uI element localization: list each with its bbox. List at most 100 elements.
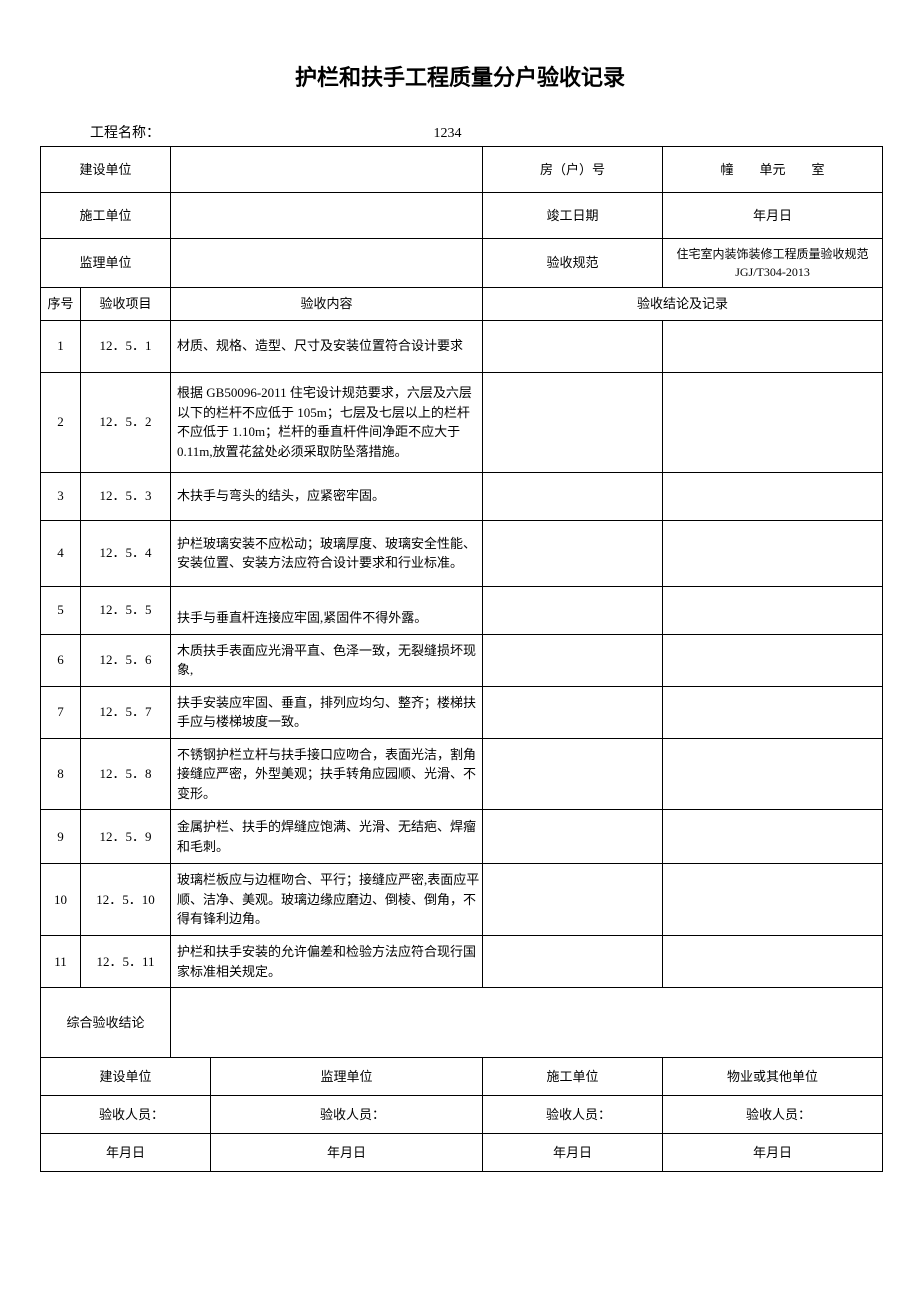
row-result-a <box>483 320 663 372</box>
table-row: 1 12．5．1 材质、规格、造型、尺寸及安装位置符合设计要求 <box>41 320 883 372</box>
row-result-b <box>663 936 883 988</box>
row-content: 根据 GB50096-2011 住宅设计规范要求，六层及六层以下的栏杆不应低于 … <box>171 372 483 472</box>
sig-super-person: 验收人员： <box>211 1096 483 1134</box>
row-result-b <box>663 586 883 634</box>
row-content: 木质扶手表面应光滑平直、色泽一致，无裂缝损坏现象, <box>171 634 483 686</box>
row-content: 护栏和扶手安装的允许偏差和检验方法应符合现行国家标准相关规定。 <box>171 936 483 988</box>
row-result-a <box>483 810 663 864</box>
label-const-unit: 施工单位 <box>41 193 171 239</box>
row-item: 12．5．4 <box>81 520 171 586</box>
row-no: 5 <box>41 586 81 634</box>
row-no: 8 <box>41 738 81 810</box>
row-item: 12．5．11 <box>81 936 171 988</box>
row-content: 护栏玻璃安装不应松动；玻璃厚度、玻璃安全性能、安装位置、安装方法应符合设计要求和… <box>171 520 483 586</box>
table-row: 7 12．5．7 扶手安装应牢固、垂直，排列应均匀、整齐；楼梯扶手应与楼梯坡度一… <box>41 686 883 738</box>
row-no: 4 <box>41 520 81 586</box>
label-complete-date: 竣工日期 <box>483 193 663 239</box>
row-result-b <box>663 372 883 472</box>
table-row: 9 12．5．9 金属护栏、扶手的焊缝应饱满、光滑、无结疤、焊瘤和毛刺。 <box>41 810 883 864</box>
row-result-b <box>663 634 883 686</box>
row-no: 9 <box>41 810 81 864</box>
label-room: 房（户）号 <box>483 147 663 193</box>
row-item: 12．5．9 <box>81 810 171 864</box>
value-standard: 住宅室内装饰装修工程质量验收规范 JGJ/T304-2013 <box>663 239 883 288</box>
sig-other-label: 物业或其他单位 <box>663 1058 883 1096</box>
row-item: 12．5．2 <box>81 372 171 472</box>
row-no: 7 <box>41 686 81 738</box>
row-no: 2 <box>41 372 81 472</box>
row-content: 扶手与垂直杆连接应牢固,紧固件不得外露。 <box>171 586 483 634</box>
sig-dev-person: 验收人员： <box>41 1096 211 1134</box>
row-result-a <box>483 472 663 520</box>
value-super-unit <box>171 239 483 288</box>
table-row: 10 12．5．10 玻璃栏板应与边框吻合、平行；接缝应严密,表面应平顺、洁净、… <box>41 864 883 936</box>
project-line: 工程名称： 1234 <box>40 122 880 142</box>
label-super-unit: 监理单位 <box>41 239 171 288</box>
table-row: 8 12．5．8 不锈钢护栏立杆与扶手接口应吻合，表面光洁，割角接缝应严密，外型… <box>41 738 883 810</box>
row-content: 扶手安装应牢固、垂直，排列应均匀、整齐；楼梯扶手应与楼梯坡度一致。 <box>171 686 483 738</box>
inspection-table: 建设单位 房（户）号 幢 单元 室 施工单位 竣工日期 年月日 监理单位 验收规… <box>40 146 883 1172</box>
row-result-a <box>483 586 663 634</box>
row-no: 11 <box>41 936 81 988</box>
project-label: 工程名称： <box>90 122 430 142</box>
table-row: 2 12．5．2 根据 GB50096-2011 住宅设计规范要求，六层及六层以… <box>41 372 883 472</box>
row-result-a <box>483 686 663 738</box>
sig-super-label: 监理单位 <box>211 1058 483 1096</box>
table-row: 5 12．5．5 扶手与垂直杆连接应牢固,紧固件不得外露。 <box>41 586 883 634</box>
sig-const-person: 验收人员： <box>483 1096 663 1134</box>
row-item: 12．5．10 <box>81 864 171 936</box>
project-code: 1234 <box>434 126 462 141</box>
col-content: 验收内容 <box>171 288 483 321</box>
row-result-b <box>663 520 883 586</box>
row-result-a <box>483 936 663 988</box>
value-room: 幢 单元 室 <box>663 147 883 193</box>
row-item: 12．5．3 <box>81 472 171 520</box>
row-content: 不锈钢护栏立杆与扶手接口应吻合，表面光洁，割角接缝应严密，外型美观；扶手转角应园… <box>171 738 483 810</box>
row-item: 12．5．1 <box>81 320 171 372</box>
row-result-a <box>483 738 663 810</box>
row-result-b <box>663 472 883 520</box>
row-no: 10 <box>41 864 81 936</box>
row-result-a <box>483 372 663 472</box>
value-complete-date: 年月日 <box>663 193 883 239</box>
sig-const-label: 施工单位 <box>483 1058 663 1096</box>
row-content: 金属护栏、扶手的焊缝应饱满、光滑、无结疤、焊瘤和毛刺。 <box>171 810 483 864</box>
document-title: 护栏和扶手工程质量分户验收记录 <box>40 60 880 92</box>
row-content: 玻璃栏板应与边框吻合、平行；接缝应严密,表面应平顺、洁净、美观。玻璃边缘应磨边、… <box>171 864 483 936</box>
conclusion-value <box>171 988 883 1058</box>
sig-const-date: 年月日 <box>483 1134 663 1172</box>
label-standard: 验收规范 <box>483 239 663 288</box>
row-result-b <box>663 686 883 738</box>
value-dev-unit <box>171 147 483 193</box>
table-row: 11 12．5．11 护栏和扶手安装的允许偏差和检验方法应符合现行国家标准相关规… <box>41 936 883 988</box>
row-result-b <box>663 864 883 936</box>
row-result-b <box>663 810 883 864</box>
col-no: 序号 <box>41 288 81 321</box>
row-no: 1 <box>41 320 81 372</box>
sig-super-date: 年月日 <box>211 1134 483 1172</box>
row-result-a <box>483 634 663 686</box>
sig-other-date: 年月日 <box>663 1134 883 1172</box>
conclusion-label: 综合验收结论 <box>41 988 171 1058</box>
table-row: 3 12．5．3 木扶手与弯头的结头，应紧密牢固。 <box>41 472 883 520</box>
sig-dev-label: 建设单位 <box>41 1058 211 1096</box>
row-result-b <box>663 738 883 810</box>
row-item: 12．5．5 <box>81 586 171 634</box>
row-item: 12．5．7 <box>81 686 171 738</box>
row-result-a <box>483 520 663 586</box>
row-item: 12．5．6 <box>81 634 171 686</box>
label-dev-unit: 建设单位 <box>41 147 171 193</box>
table-row: 4 12．5．4 护栏玻璃安装不应松动；玻璃厚度、玻璃安全性能、安装位置、安装方… <box>41 520 883 586</box>
col-item: 验收项目 <box>81 288 171 321</box>
row-result-a <box>483 864 663 936</box>
row-no: 6 <box>41 634 81 686</box>
row-content: 木扶手与弯头的结头，应紧密牢固。 <box>171 472 483 520</box>
table-row: 6 12．5．6 木质扶手表面应光滑平直、色泽一致，无裂缝损坏现象, <box>41 634 883 686</box>
row-no: 3 <box>41 472 81 520</box>
row-result-b <box>663 320 883 372</box>
row-item: 12．5．8 <box>81 738 171 810</box>
row-content: 材质、规格、造型、尺寸及安装位置符合设计要求 <box>171 320 483 372</box>
value-const-unit <box>171 193 483 239</box>
sig-other-person: 验收人员： <box>663 1096 883 1134</box>
col-result: 验收结论及记录 <box>483 288 883 321</box>
